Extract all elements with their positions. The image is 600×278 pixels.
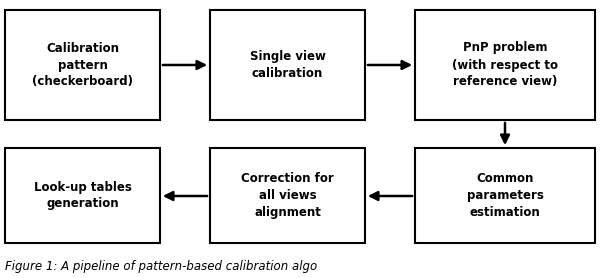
Bar [5,148,160,243]
Text: Calibration
pattern
(checkerboard): Calibration pattern (checkerboard) [32,41,133,88]
Text: PnP problem
(with respect to
reference view): PnP problem (with respect to reference v… [452,41,558,88]
Bar [415,10,595,120]
Bar [210,148,365,243]
Bar [210,10,365,120]
Bar [5,10,160,120]
Text: Figure 1: A pipeline of pattern-based calibration algo: Figure 1: A pipeline of pattern-based ca… [5,260,317,273]
Text: Correction for
all views
alignment: Correction for all views alignment [241,172,334,219]
Text: Look-up tables
generation: Look-up tables generation [34,180,131,210]
Text: Single view
calibration: Single view calibration [250,50,325,80]
Bar [415,148,595,243]
Text: Common
parameters
estimation: Common parameters estimation [467,172,544,219]
